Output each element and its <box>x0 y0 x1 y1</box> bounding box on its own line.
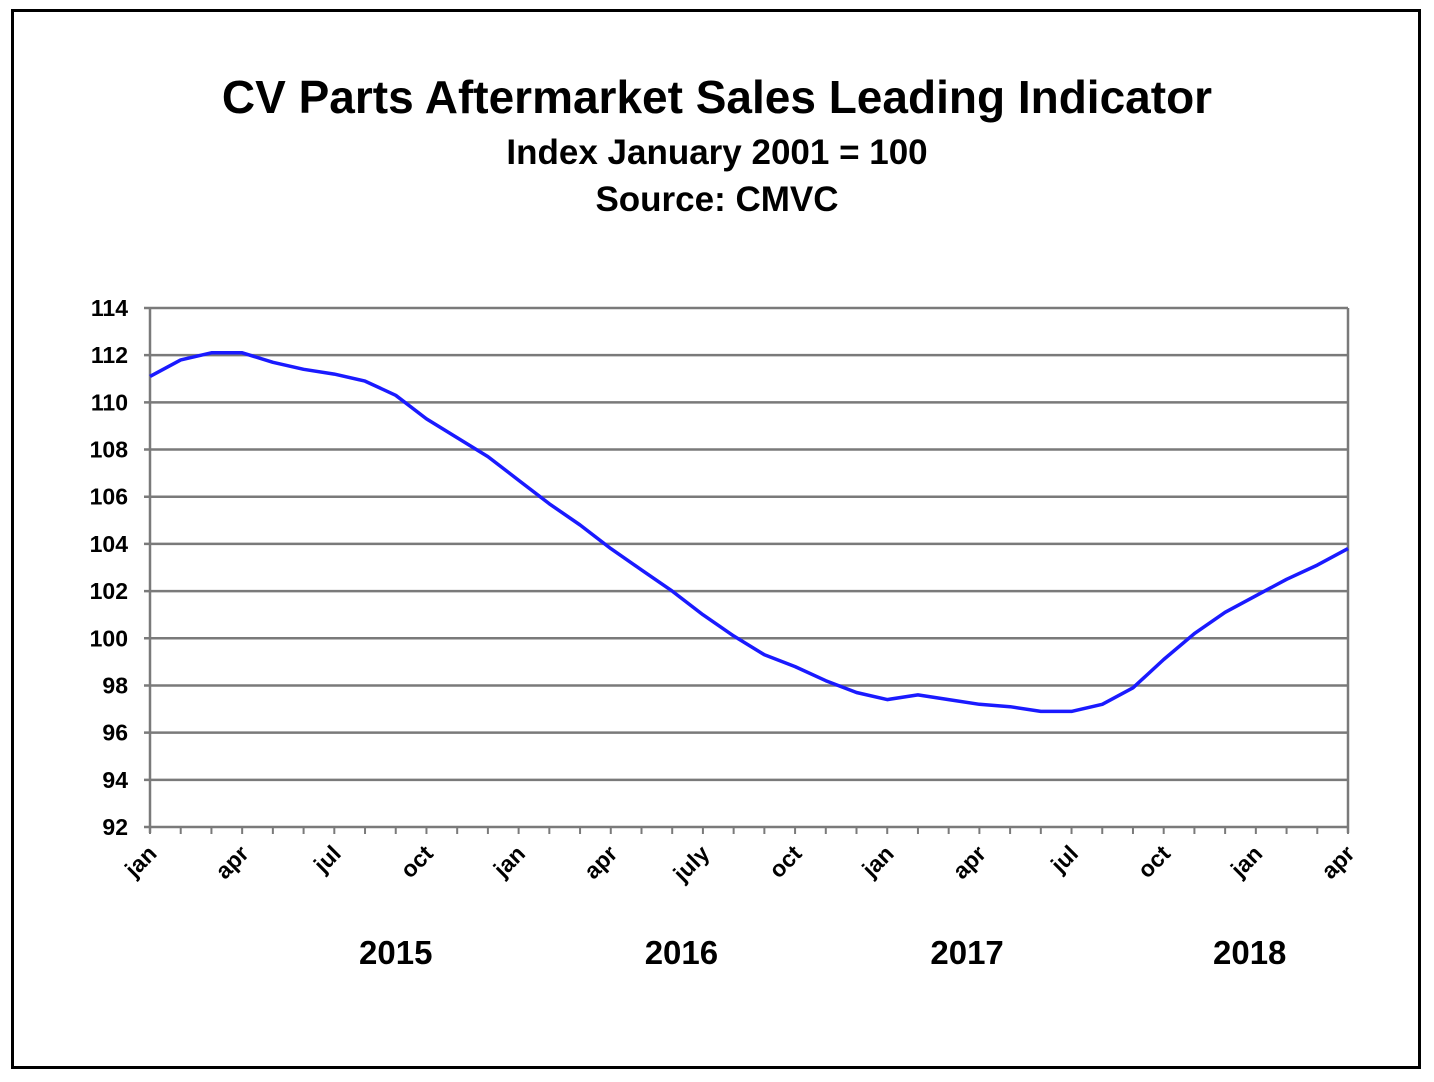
x-tick-label: july <box>667 840 714 887</box>
y-tick-label: 92 <box>102 814 128 840</box>
year-label: 2018 <box>1213 934 1286 971</box>
x-tick-label: apr <box>579 840 623 884</box>
x-tick-label: oct <box>764 840 807 883</box>
y-tick-label: 102 <box>90 578 128 604</box>
x-tick-label: apr <box>947 840 991 884</box>
x-tick-label: jan <box>119 840 162 883</box>
year-label: 2017 <box>930 934 1003 971</box>
y-tick-label: 114 <box>91 295 128 321</box>
x-tick-label: apr <box>210 840 254 884</box>
y-tick-label: 108 <box>90 437 129 463</box>
x-tick-label: jan <box>856 840 899 883</box>
chart-frame <box>11 9 1421 1069</box>
x-tick-label: oct <box>1132 840 1175 883</box>
x-tick-label: oct <box>395 840 438 883</box>
y-tick-label: 100 <box>90 625 128 651</box>
chart-title: CV Parts Aftermarket Sales Leading Indic… <box>221 71 1213 123</box>
y-tick-label: 98 <box>102 672 128 698</box>
x-tick-label: jul <box>1045 840 1083 878</box>
chart-subtitle: Index January 2001 = 100 <box>506 133 928 172</box>
x-tick-label: jan <box>488 840 531 883</box>
x-tick-label: apr <box>1316 840 1360 884</box>
y-tick-label: 112 <box>91 342 128 368</box>
y-tick-label: 106 <box>90 484 128 510</box>
y-tick-label: 94 <box>102 767 128 793</box>
chart-source: Source: CMVC <box>595 180 839 219</box>
x-tick-label: jul <box>308 840 346 878</box>
y-tick-label: 96 <box>102 720 128 746</box>
series-line <box>149 351 1349 714</box>
year-label: 2015 <box>359 934 432 971</box>
y-tick-label: 104 <box>90 531 129 557</box>
y-tick-label: 110 <box>91 389 128 415</box>
year-label: 2016 <box>645 934 718 971</box>
x-tick-label: jan <box>1225 840 1268 883</box>
